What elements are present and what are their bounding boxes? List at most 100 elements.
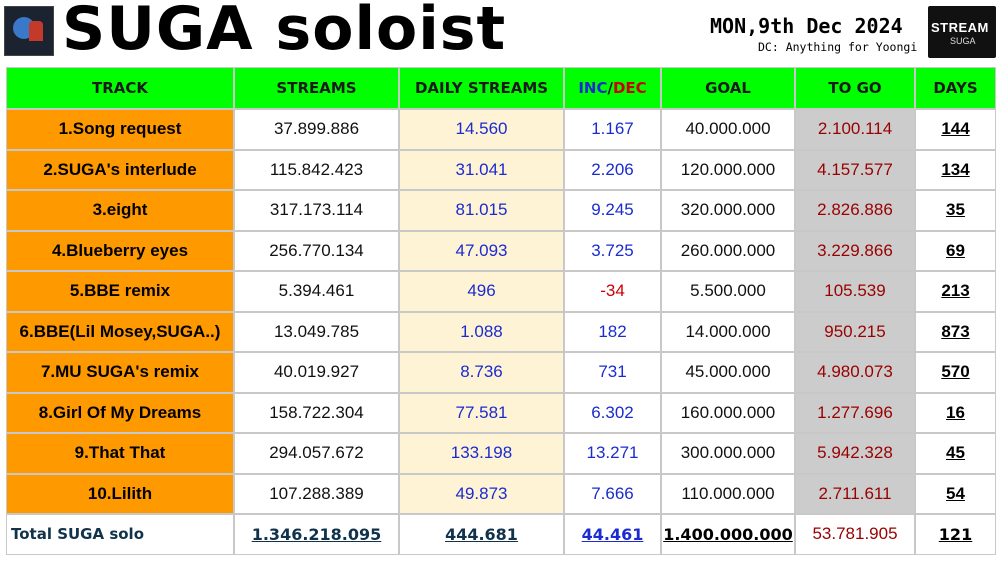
report-date: MON,9th Dec 2024 bbox=[710, 14, 903, 38]
daily-streams-cell: 496 bbox=[398, 270, 565, 313]
table-row: 1.Song request 37.899.886 14.560 1.167 40.00… bbox=[5, 108, 997, 151]
album-cover-image bbox=[4, 6, 54, 56]
inc-dec-cell: 731 bbox=[563, 351, 662, 394]
inc-dec-cell: 6.302 bbox=[563, 391, 662, 434]
total-label: Total SUGA solo bbox=[5, 513, 235, 556]
days-cell: 45 bbox=[914, 432, 997, 475]
streams-cell: 256.770.134 bbox=[233, 229, 400, 272]
goal-cell: 260.000.000 bbox=[660, 229, 796, 272]
goal-cell: 110.000.000 bbox=[660, 472, 796, 515]
days-cell: 144 bbox=[914, 108, 997, 151]
days-cell: 54 bbox=[914, 472, 997, 515]
goal-cell: 45.000.000 bbox=[660, 351, 796, 394]
daily-streams-cell: 8.736 bbox=[398, 351, 565, 394]
streams-cell: 13.049.785 bbox=[233, 310, 400, 353]
daily-streams-cell: 14.560 bbox=[398, 108, 565, 151]
days-cell: 16 bbox=[914, 391, 997, 434]
inc-dec-cell: 9.245 bbox=[563, 189, 662, 232]
inc-dec-cell: 182 bbox=[563, 310, 662, 353]
figure-graphic bbox=[29, 21, 43, 41]
table-row: 3.eight 317.173.114 81.015 9.245 320.000.000… bbox=[5, 189, 997, 232]
track-name: 3.eight bbox=[5, 189, 235, 232]
total-inc-dec: 44.461 bbox=[563, 513, 662, 556]
table-row: 9.That That 294.057.672 133.198 13.271 300.0… bbox=[5, 432, 997, 475]
column-header-days: DAYS bbox=[914, 66, 997, 110]
track-name: 8.Girl Of My Dreams bbox=[5, 391, 235, 434]
streams-cell: 115.842.423 bbox=[233, 148, 400, 191]
goal-cell: 300.000.000 bbox=[660, 432, 796, 475]
to-go-cell: 2.100.114 bbox=[794, 108, 916, 151]
total-goal: 1.400.000.000 bbox=[660, 513, 796, 556]
stream-suga-logo: STREAM SUGA bbox=[928, 6, 996, 58]
column-header-track: TRACK bbox=[5, 66, 235, 110]
to-go-cell: 950.215 bbox=[794, 310, 916, 353]
track-name: 1.Song request bbox=[5, 108, 235, 151]
inc-label: INC bbox=[578, 79, 608, 97]
streams-cell: 37.899.886 bbox=[233, 108, 400, 151]
column-header-to-go: TO GO bbox=[794, 66, 916, 110]
dec-label: DEC bbox=[612, 79, 647, 97]
slash-label: / bbox=[607, 79, 613, 97]
days-cell: 69 bbox=[914, 229, 997, 272]
streams-cell: 107.288.389 bbox=[233, 472, 400, 515]
goal-cell: 120.000.000 bbox=[660, 148, 796, 191]
logo-text-stream: STREAM bbox=[931, 20, 989, 35]
track-name: 4.Blueberry eyes bbox=[5, 229, 235, 272]
total-to-go: 53.781.905 bbox=[794, 513, 916, 556]
streams-cell: 5.394.461 bbox=[233, 270, 400, 313]
track-name: 7.MU SUGA's remix bbox=[5, 351, 235, 394]
days-cell: 134 bbox=[914, 148, 997, 191]
total-days: 121 bbox=[914, 513, 997, 556]
page-title: SUGA soloist bbox=[62, 0, 507, 64]
total-row: Total SUGA solo 1.346.218.095 444.681 44… bbox=[5, 513, 997, 556]
to-go-cell: 105.539 bbox=[794, 270, 916, 313]
to-go-cell: 2.826.886 bbox=[794, 189, 916, 232]
track-name: 2.SUGA's interlude bbox=[5, 148, 235, 191]
to-go-cell: 4.157.577 bbox=[794, 148, 916, 191]
table-row: 8.Girl Of My Dreams 158.722.304 77.581 6.30… bbox=[5, 391, 997, 434]
inc-dec-cell: 1.167 bbox=[563, 108, 662, 151]
days-cell: 35 bbox=[914, 189, 997, 232]
streams-table: TRACK STREAMS DAILY STREAMS INC/DEC GOAL… bbox=[5, 66, 997, 556]
total-streams: 1.346.218.095 bbox=[233, 513, 400, 556]
goal-cell: 14.000.000 bbox=[660, 310, 796, 353]
track-name: 6.BBE(Lil Mosey,SUGA..) bbox=[5, 310, 235, 353]
to-go-cell: 2.711.611 bbox=[794, 472, 916, 515]
track-name: 5.BBE remix bbox=[5, 270, 235, 313]
streams-cell: 317.173.114 bbox=[233, 189, 400, 232]
column-header-daily-streams: DAILY STREAMS bbox=[398, 66, 565, 110]
days-cell: 213 bbox=[914, 270, 997, 313]
inc-dec-cell: -34 bbox=[563, 270, 662, 313]
days-cell: 873 bbox=[914, 310, 997, 353]
table-header-row: TRACK STREAMS DAILY STREAMS INC/DEC GOAL… bbox=[5, 66, 997, 110]
page-header: SUGA soloist MON,9th Dec 2024 DC: Anythi… bbox=[0, 0, 1000, 64]
to-go-cell: 3.229.866 bbox=[794, 229, 916, 272]
inc-dec-cell: 13.271 bbox=[563, 432, 662, 475]
streams-cell: 158.722.304 bbox=[233, 391, 400, 434]
table-row: 10.Lilith 107.288.389 49.873 7.666 110.000.0… bbox=[5, 472, 997, 515]
days-cell: 570 bbox=[914, 351, 997, 394]
total-daily-streams: 444.681 bbox=[398, 513, 565, 556]
table-row: 7.MU SUGA's remix 40.019.927 8.736 731 45.00… bbox=[5, 351, 997, 394]
table-row: 4.Blueberry eyes 256.770.134 47.093 3.725 26… bbox=[5, 229, 997, 272]
column-header-inc-dec: INC/DEC bbox=[563, 66, 662, 110]
inc-dec-cell: 3.725 bbox=[563, 229, 662, 272]
logo-text-suga: SUGA bbox=[950, 36, 976, 46]
daily-streams-cell: 49.873 bbox=[398, 472, 565, 515]
goal-cell: 40.000.000 bbox=[660, 108, 796, 151]
daily-streams-cell: 133.198 bbox=[398, 432, 565, 475]
inc-dec-cell: 7.666 bbox=[563, 472, 662, 515]
to-go-cell: 4.980.073 bbox=[794, 351, 916, 394]
goal-cell: 320.000.000 bbox=[660, 189, 796, 232]
goal-cell: 160.000.000 bbox=[660, 391, 796, 434]
daily-streams-cell: 31.041 bbox=[398, 148, 565, 191]
table-row: 6.BBE(Lil Mosey,SUGA..) 13.049.785 1.088 18… bbox=[5, 310, 997, 353]
streams-cell: 40.019.927 bbox=[233, 351, 400, 394]
inc-dec-cell: 2.206 bbox=[563, 148, 662, 191]
to-go-cell: 5.942.328 bbox=[794, 432, 916, 475]
streams-cell: 294.057.672 bbox=[233, 432, 400, 475]
daily-streams-cell: 1.088 bbox=[398, 310, 565, 353]
daily-streams-cell: 77.581 bbox=[398, 391, 565, 434]
daily-streams-cell: 81.015 bbox=[398, 189, 565, 232]
track-name: 9.That That bbox=[5, 432, 235, 475]
